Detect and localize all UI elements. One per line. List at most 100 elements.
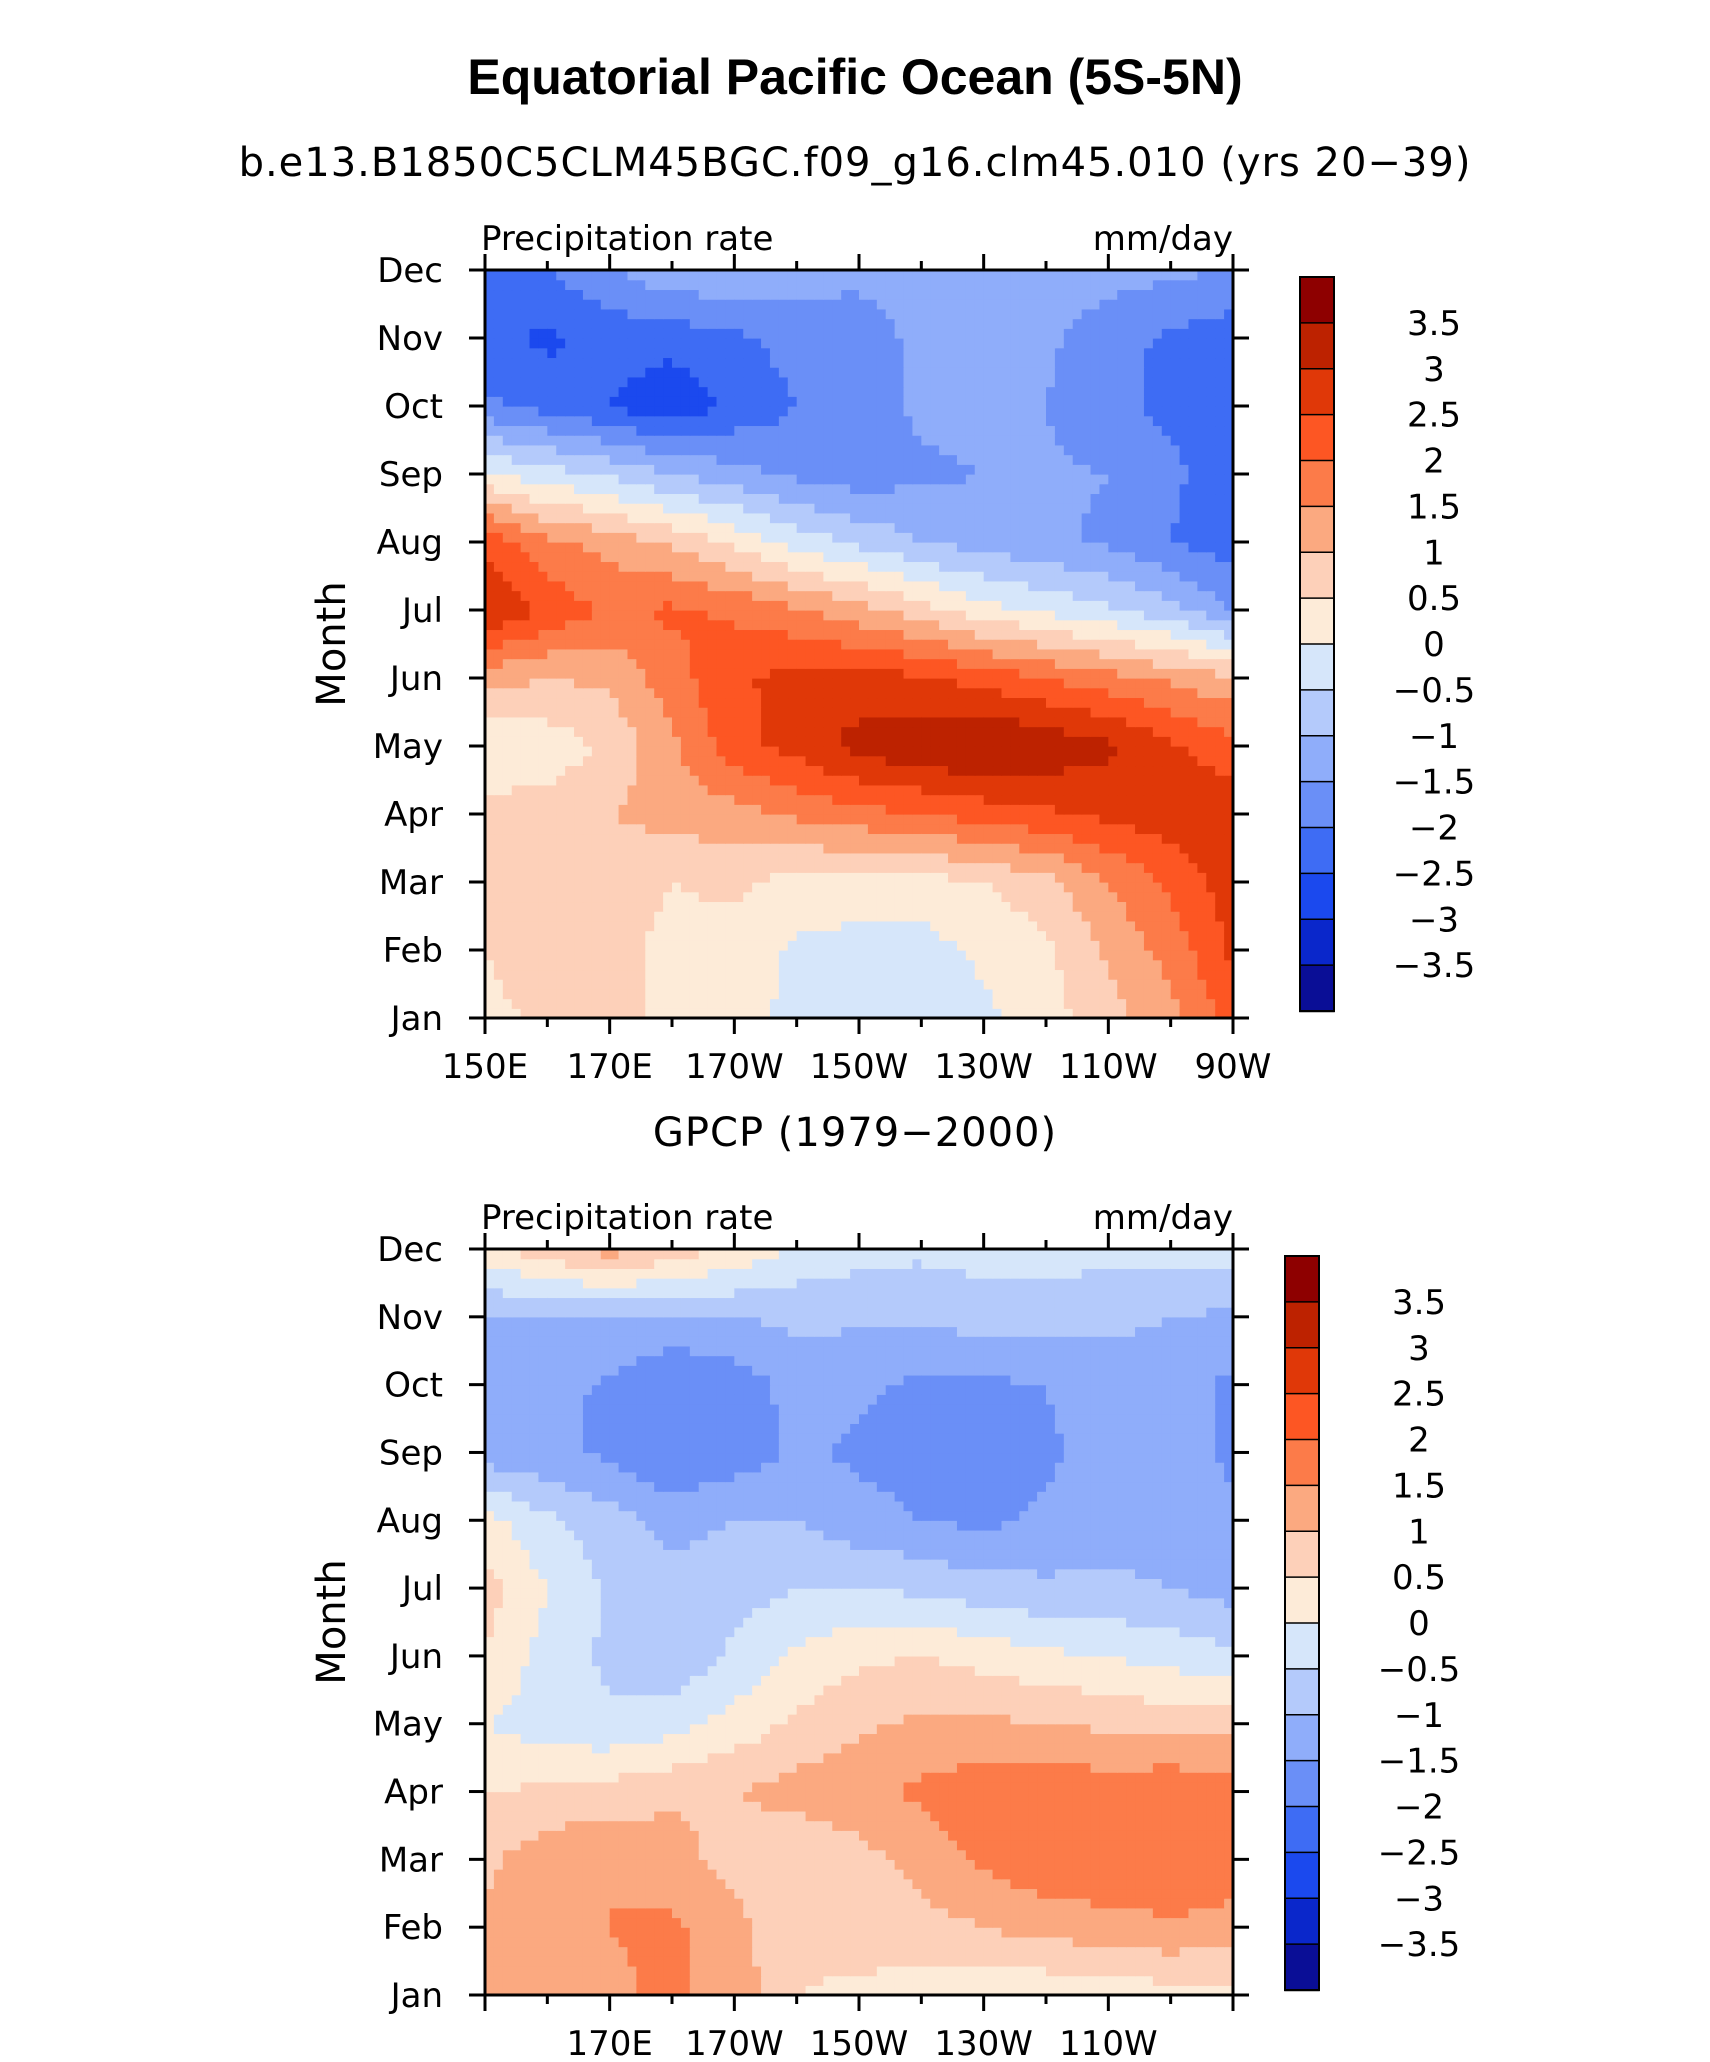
heatmap-cell: [787, 639, 798, 650]
heatmap-cell: [805, 444, 816, 456]
heatmap-cell: [707, 872, 718, 883]
heatmap-cell: [912, 648, 922, 660]
heatmap-cell: [876, 930, 887, 941]
heatmap-cell: [698, 474, 709, 485]
heatmap-cell: [823, 911, 833, 922]
heatmap-cell: [1072, 901, 1083, 912]
heatmap-cell: [600, 658, 611, 669]
heatmap-cell: [1090, 833, 1101, 844]
heatmap-cell: [1010, 707, 1020, 718]
heatmap-cell: [529, 833, 540, 844]
heatmap-cell: [609, 454, 620, 465]
heatmap-cell: [867, 814, 878, 825]
heatmap-cell: [672, 551, 682, 563]
heatmap-cell: [832, 678, 842, 689]
heatmap-cell: [502, 959, 513, 971]
heatmap-cell: [1152, 610, 1163, 621]
heatmap-cell: [1063, 600, 1074, 611]
heatmap-cell: [903, 658, 914, 669]
heatmap-cell: [529, 406, 540, 417]
heatmap-cell: [520, 814, 531, 825]
heatmap-cell: [1028, 542, 1038, 553]
heatmap-cell: [1081, 833, 1092, 844]
heatmap-cell: [832, 979, 842, 990]
heatmap-cell: [520, 843, 531, 854]
heatmap-cell: [654, 687, 664, 699]
heatmap-cell: [538, 551, 548, 563]
heatmap-cell: [1010, 765, 1020, 776]
heatmap-cell: [698, 726, 709, 737]
heatmap-cell: [672, 415, 682, 427]
heatmap-cell: [983, 804, 994, 815]
heatmap-cell: [502, 668, 513, 679]
heatmap-cell: [618, 930, 629, 941]
heatmap-cell: [574, 561, 584, 572]
heatmap-cell: [574, 532, 584, 543]
heatmap-cell: [609, 891, 620, 903]
heatmap-cell: [502, 969, 513, 980]
heatmap-cell: [1215, 950, 1225, 961]
heatmap-cell: [1161, 882, 1172, 893]
heatmap-cell: [1037, 950, 1047, 961]
heatmap-cell: [1054, 950, 1065, 961]
heatmap-cell: [547, 658, 557, 669]
heatmap-cell: [1001, 940, 1011, 951]
heatmap-cell: [752, 901, 762, 912]
heatmap-cell: [574, 736, 584, 747]
heatmap-cell: [787, 532, 798, 543]
heatmap-cell: [992, 532, 1003, 543]
heatmap-cell: [1206, 707, 1216, 718]
heatmap-cell: [912, 794, 922, 805]
heatmap-cell: [1188, 483, 1198, 495]
heatmap-cell: [1054, 726, 1065, 737]
heatmap-cell: [823, 823, 833, 835]
heatmap-cell: [582, 639, 593, 650]
heatmap-cell: [1206, 590, 1216, 601]
heatmap-cell: [1090, 580, 1101, 592]
heatmap-cell: [1099, 522, 1109, 533]
heatmap-cell: [832, 784, 842, 796]
heatmap-cell: [823, 648, 833, 660]
heatmap-cell: [511, 755, 522, 767]
heatmap-cell: [600, 736, 611, 747]
heatmap-cell: [689, 950, 700, 961]
heatmap-cell: [1054, 503, 1065, 514]
heatmap-cell: [867, 600, 878, 611]
heatmap-cell: [1215, 522, 1225, 533]
heatmap-cell: [1206, 580, 1216, 592]
heatmap-cell: [1126, 503, 1136, 514]
heatmap-cell: [1161, 950, 1172, 961]
heatmap-cell: [547, 891, 557, 903]
heatmap-cell: [485, 551, 495, 563]
heatmap-cell: [956, 804, 967, 815]
heatmap-cell: [672, 648, 682, 660]
heatmap-cell: [565, 891, 575, 903]
heatmap-cell: [1072, 746, 1083, 757]
heatmap-cell: [823, 668, 833, 679]
heatmap-cell: [769, 668, 780, 679]
heatmap-cell: [894, 551, 905, 563]
heatmap-cell: [894, 697, 905, 708]
heatmap-cell: [903, 950, 914, 961]
heatmap-cell: [1090, 542, 1101, 553]
heatmap-cell: [1063, 551, 1074, 563]
heatmap-cell: [992, 590, 1003, 601]
heatmap-cell: [1090, 707, 1101, 718]
heatmap-cell: [1046, 804, 1056, 815]
heatmap-cell: [1028, 969, 1038, 980]
heatmap-cell: [1037, 784, 1047, 796]
heatmap-cell: [1037, 901, 1047, 912]
heatmap-cell: [778, 746, 789, 757]
heatmap-cell: [956, 862, 967, 873]
heatmap-cell: [832, 872, 842, 883]
heatmap-cell: [876, 629, 887, 640]
heatmap-cell: [1143, 580, 1154, 592]
heatmap-cell: [1099, 950, 1109, 961]
heatmap-cell: [1099, 629, 1109, 640]
heatmap-cell: [609, 746, 620, 757]
heatmap-cell: [547, 930, 557, 941]
heatmap-cell: [1161, 979, 1172, 990]
heatmap-cell: [529, 668, 540, 679]
heatmap-cell: [547, 804, 557, 815]
heatmap-cell: [769, 746, 780, 757]
